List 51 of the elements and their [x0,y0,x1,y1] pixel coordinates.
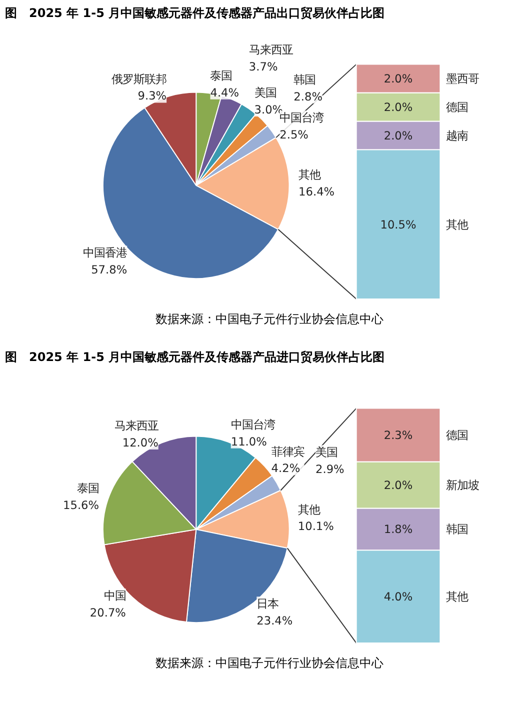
series-label: 韩国 [446,522,468,536]
chart-title: 图 2025 年 1-5 月中国敏感元器件及传感器产品进口贸易伙伴占比图 [5,349,385,366]
series-label: 新加坡 [446,478,479,492]
data-label: 15.6% [63,498,100,512]
slice-label: 美国 [254,86,276,100]
data-label: 2.0% [384,478,413,492]
data-label: 12.0% [122,436,159,450]
slice-label: 马来西亚 [248,42,293,57]
slice-label: 俄罗斯联邦 [112,72,167,86]
data-label: 10.1% [298,519,334,534]
data-label: 1.8% [384,522,413,536]
data-label: 11.0% [230,434,268,448]
data-label: 2.0% [384,72,413,86]
series-label: 其他 [446,217,468,232]
slice-label: 其他 [298,168,321,182]
series-label: 其他 [446,590,468,604]
source-note: 数据来源：中国电子元件行业协会信息中心 [156,311,384,328]
data-label: 2.5% [280,127,309,142]
data-label: 23.4% [256,613,293,628]
slice-label: 中国香港 [83,246,128,260]
slice-label: 美国 [316,445,338,460]
slice-label: 中国台湾 [230,418,275,432]
slice-label: 其他 [298,502,320,516]
source-note: 数据来源：中国电子元件行业协会信息中心 [156,655,384,672]
slice-label: 马来西亚 [114,418,158,433]
slice-label: 中国 [104,588,126,603]
data-label: 16.4% [298,184,335,198]
data-label: 2.8% [294,89,323,104]
data-label: 57.8% [91,262,128,277]
slice-label: 中国台湾 [280,110,324,125]
data-label: 2.0% [384,128,413,142]
series-label: 德国 [446,428,468,442]
slice-label: 泰国 [77,481,100,496]
series-label: 德国 [446,100,468,114]
slice-label: 菲律宾 [271,444,304,458]
slice-label: 韩国 [294,72,316,87]
data-label: 3.7% [248,59,278,74]
data-label: 9.3% [138,88,167,103]
data-label: 10.5% [380,217,416,232]
series-label: 越南 [446,128,468,142]
data-label: 20.7% [90,605,126,620]
slice-label: 日本 [256,596,279,611]
data-label: 4.4% [210,85,240,100]
data-label: 4.2% [271,461,300,476]
series-label: 墨西哥 [446,72,479,86]
chart-title: 图 2025 年 1-5 月中国敏感元器件及传感器产品出口贸易伙伴占比图 [5,5,385,22]
data-label: 2.3% [384,428,413,442]
data-label: 2.9% [316,462,345,476]
data-label: 4.0% [384,590,413,604]
data-label: 2.0% [384,100,413,114]
slice-label: 泰国 [210,68,232,83]
